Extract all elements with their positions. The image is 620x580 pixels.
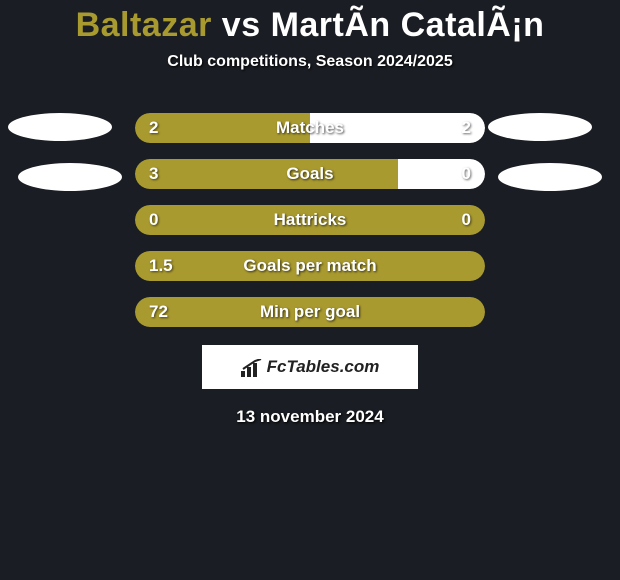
stat-label: Goals per match [135,251,485,281]
decor-ellipse-right-2 [498,163,602,191]
site-logo: FcTables.com [202,345,418,389]
title-player1: Baltazar [76,6,212,44]
subtitle: Club competitions, Season 2024/2025 [0,53,620,71]
stat-row: 22Matches [135,113,485,143]
logo-text: FcTables.com [267,357,380,376]
stat-row: 00Hattricks [135,205,485,235]
stat-label: Matches [135,113,485,143]
title-vs: vs [222,6,261,44]
stat-row: 1.5Goals per match [135,251,485,281]
stat-row: 30Goals [135,159,485,189]
title-player2: MartÃ­n CatalÃ¡n [271,6,545,44]
chart-icon [241,359,263,377]
stat-label: Min per goal [135,297,485,327]
date-text: 13 november 2024 [0,407,620,427]
stat-label: Goals [135,159,485,189]
decor-ellipse-right-1 [488,113,592,141]
stats-area: 22Matches 30Goals 00Hattricks 1.5Goals per … [0,113,620,327]
decor-ellipse-left-1 [8,113,112,141]
decor-ellipse-left-2 [18,163,122,191]
page-title: Baltazar vs MartÃ­n CatalÃ¡n [0,0,620,45]
stat-row: 72Min per goal [135,297,485,327]
stat-label: Hattricks [135,205,485,235]
